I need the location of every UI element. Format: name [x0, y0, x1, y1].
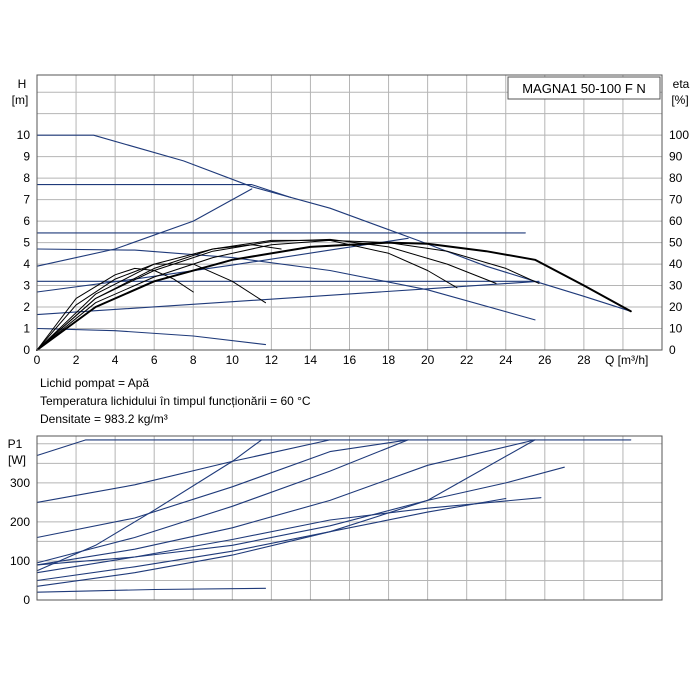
- y2-tick-label: 70: [669, 193, 683, 207]
- x-tick-label: 12: [265, 353, 279, 367]
- efficiency-curve: [36, 267, 194, 351]
- model-title: MAGNA1 50-100 F N: [522, 81, 646, 96]
- y-tick-label: 7: [23, 193, 30, 207]
- y2-tick-label: 80: [669, 171, 683, 185]
- x-tick-label: 18: [382, 353, 396, 367]
- note-temperature: Temperatura lichidului în timpul funcțio…: [40, 394, 311, 408]
- x-tick-label: 16: [343, 353, 357, 367]
- p1-axis-unit: [W]: [8, 453, 26, 467]
- p1-tick-label: 200: [10, 515, 30, 529]
- note-density: Densitate = 983.2 kg/m³: [40, 412, 168, 426]
- power-curve: [36, 497, 542, 574]
- pump-curve: [36, 188, 253, 267]
- x-tick-label: 10: [226, 353, 240, 367]
- efficiency-curve: [36, 239, 540, 351]
- y2-tick-label: 0: [669, 343, 676, 357]
- p1-tick-label: 100: [10, 554, 30, 568]
- y2-tick-label: 90: [669, 150, 683, 164]
- eta-axis-ticks: 0 10 20 30 40 50 60 70 80 90 100: [669, 128, 689, 357]
- p1-tick-label: 300: [10, 476, 30, 490]
- eta-axis-label: eta: [673, 77, 690, 91]
- y2-tick-label: 60: [669, 214, 683, 228]
- y-tick-label: 10: [17, 128, 31, 142]
- p1-axis-ticks: 0 100 200 300: [10, 476, 30, 607]
- y2-tick-label: 10: [669, 322, 683, 336]
- power-grid: [37, 436, 662, 600]
- fluid-notes: Lichid pompat = Apă Temperatura lichidul…: [40, 376, 311, 426]
- y2-tick-label: 100: [669, 128, 689, 142]
- x-tick-label: 4: [112, 353, 119, 367]
- x-tick-label: 20: [421, 353, 435, 367]
- power-curve: [36, 497, 507, 582]
- y-tick-label: 0: [23, 343, 30, 357]
- x-tick-label: 28: [577, 353, 591, 367]
- y2-tick-label: 50: [669, 236, 683, 250]
- note-liquid: Lichid pompat = Apă: [40, 376, 149, 390]
- y-tick-label: 4: [23, 257, 30, 271]
- efficiency-curve: [36, 244, 282, 351]
- x-tick-label: 14: [304, 353, 318, 367]
- y-tick-label: 1: [23, 322, 30, 336]
- pump-curve: [36, 280, 540, 316]
- head-curves: [36, 134, 632, 351]
- h-axis-ticks: 0 1 2 3 4 5 6 7 8 9 10: [17, 128, 31, 357]
- h-axis-label: H: [18, 77, 27, 91]
- efficiency-curve: [36, 263, 266, 351]
- y-tick-label: 9: [23, 150, 30, 164]
- y-tick-label: 3: [23, 279, 30, 293]
- x-tick-label: 0: [34, 353, 41, 367]
- y-tick-label: 6: [23, 214, 30, 228]
- model-title-box: [507, 76, 661, 100]
- power-curve: [36, 439, 536, 566]
- pump-curve: [36, 327, 267, 346]
- x-tick-label: 6: [151, 353, 158, 367]
- y2-tick-label: 40: [669, 257, 683, 271]
- x-tick-label: 22: [460, 353, 474, 367]
- power-plot: 0 100 200 300 P1 [W]: [8, 435, 663, 607]
- y2-tick-label: 30: [669, 279, 683, 293]
- head-grid: [37, 75, 662, 350]
- h-axis-unit: [m]: [12, 93, 29, 107]
- power-curves: [36, 439, 632, 593]
- x-tick-label: 2: [73, 353, 80, 367]
- y-tick-label: 8: [23, 171, 30, 185]
- head-plot-frame: [36, 74, 663, 351]
- power-curve: [36, 439, 409, 564]
- power-curve: [36, 439, 536, 587]
- p1-tick-label: 0: [23, 593, 30, 607]
- pump-curve: [36, 184, 292, 199]
- y2-tick-label: 20: [669, 300, 683, 314]
- pump-curve: [36, 248, 536, 321]
- y-tick-label: 2: [23, 300, 30, 314]
- x-tick-label: 26: [538, 353, 552, 367]
- pump-curve: [36, 134, 632, 312]
- power-curve: [36, 439, 263, 572]
- q-axis-ticks: 0 2 4 6 8 10 12 14 16 18 20 22 24 26 28: [34, 353, 591, 367]
- power-curve: [36, 466, 565, 566]
- eta-axis-unit: [%]: [671, 93, 688, 107]
- power-curve: [36, 439, 632, 457]
- efficiency-curve: [36, 238, 497, 351]
- q-axis-label: Q [m³/h]: [605, 353, 648, 367]
- power-curve: [36, 587, 267, 593]
- efficiency-curve: [36, 239, 458, 351]
- p1-axis-label: P1: [8, 437, 23, 451]
- x-tick-label: 8: [190, 353, 197, 367]
- power-curve: [36, 439, 409, 539]
- y-tick-label: 5: [23, 236, 30, 250]
- power-curve: [36, 439, 331, 503]
- x-tick-label: 24: [499, 353, 513, 367]
- power-plot-frame: [36, 435, 663, 601]
